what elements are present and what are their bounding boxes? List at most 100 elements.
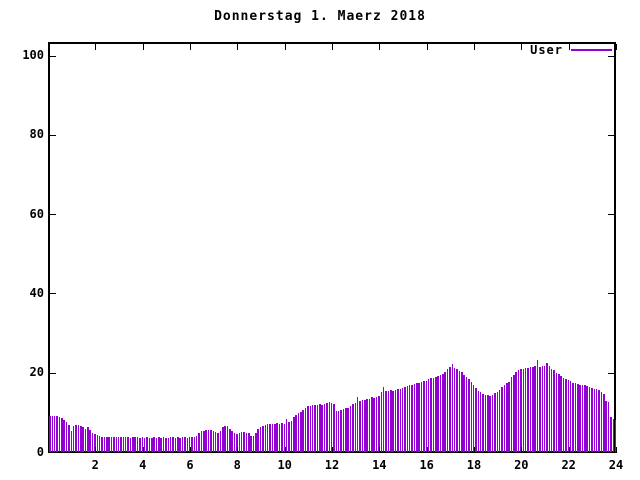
y-tick-label: 60 bbox=[29, 206, 44, 221]
impulse-bar bbox=[364, 400, 366, 452]
impulse-bar bbox=[588, 387, 591, 452]
impulse-bar bbox=[425, 381, 427, 452]
impulse-bar bbox=[359, 400, 361, 452]
impulse-bar bbox=[205, 429, 207, 452]
impulse-bar bbox=[574, 383, 577, 452]
impulse-bar bbox=[158, 437, 160, 452]
impulse-bar bbox=[82, 427, 84, 452]
impulse-bar bbox=[603, 394, 605, 452]
impulse-bar bbox=[408, 385, 411, 452]
impulse-bar bbox=[304, 407, 307, 452]
impulse-bar bbox=[297, 412, 300, 452]
axis-tick bbox=[237, 447, 238, 453]
impulse-bar bbox=[198, 433, 200, 452]
impulse-bar bbox=[453, 367, 456, 452]
impulse-bar bbox=[413, 383, 416, 452]
impulse-bar bbox=[354, 403, 356, 452]
impulse-bar bbox=[560, 375, 562, 452]
impulse-bar bbox=[449, 367, 451, 452]
impulse-bar bbox=[139, 437, 141, 452]
impulse-bar bbox=[266, 424, 269, 452]
legend-line-sample-icon bbox=[571, 49, 612, 51]
impulse-bar bbox=[515, 371, 517, 452]
impulse-bar bbox=[285, 418, 288, 452]
impulse-bar bbox=[394, 389, 397, 452]
impulse-bar bbox=[58, 416, 61, 452]
impulse-bar bbox=[418, 382, 420, 452]
axis-tick bbox=[427, 447, 428, 453]
impulse-bar bbox=[132, 436, 134, 452]
impulse-bar bbox=[494, 393, 496, 452]
axis-tick bbox=[143, 44, 144, 50]
impulse-bar bbox=[314, 404, 316, 452]
impulse-bar bbox=[122, 437, 125, 452]
impulse-bar bbox=[51, 415, 53, 452]
impulse-bar bbox=[165, 437, 167, 452]
impulse-bar bbox=[524, 367, 527, 452]
impulse-bar bbox=[501, 387, 503, 452]
impulse-bar bbox=[226, 425, 229, 452]
axis-tick bbox=[608, 135, 614, 136]
impulse-bar bbox=[349, 406, 352, 452]
axis-tick bbox=[95, 447, 96, 453]
axis-tick bbox=[569, 44, 570, 50]
impulse-bar bbox=[181, 437, 184, 452]
impulse-bar bbox=[162, 437, 165, 452]
impulse-bar bbox=[53, 415, 56, 452]
impulse-bar bbox=[487, 394, 489, 452]
impulse-bar bbox=[614, 419, 617, 452]
impulse-bar bbox=[432, 377, 435, 452]
impulse-bar bbox=[401, 387, 404, 452]
impulse-bar bbox=[584, 385, 586, 452]
impulse-bar bbox=[94, 433, 96, 452]
impulse-bar bbox=[612, 418, 614, 452]
impulse-bar bbox=[124, 436, 127, 452]
impulse-bar bbox=[136, 437, 139, 452]
impulse-bar bbox=[503, 385, 506, 452]
impulse-bar bbox=[195, 436, 198, 452]
impulse-bar bbox=[387, 390, 390, 452]
impulse-bar bbox=[591, 387, 593, 452]
impulse-bar bbox=[274, 423, 276, 452]
impulse-bar bbox=[399, 389, 401, 452]
axis-tick bbox=[50, 373, 56, 374]
axis-tick bbox=[50, 56, 56, 57]
impulse-bar bbox=[224, 426, 226, 452]
impulse-bar bbox=[586, 385, 588, 452]
impulse-bar bbox=[243, 431, 245, 452]
x-tick-label: 16 bbox=[419, 458, 434, 472]
impulse-bar bbox=[496, 391, 498, 452]
x-tick-label: 4 bbox=[139, 458, 147, 472]
impulse-bar bbox=[513, 374, 515, 452]
impulse-bar bbox=[106, 436, 108, 452]
axis-tick bbox=[521, 447, 522, 453]
impulse-bar bbox=[411, 384, 413, 452]
axis-tick bbox=[569, 447, 570, 453]
chart-title: Donnerstag 1. Maerz 2018 bbox=[214, 9, 426, 24]
impulse-bar bbox=[598, 390, 600, 452]
impulse-bar bbox=[506, 383, 508, 452]
impulse-bar bbox=[110, 436, 113, 452]
impulse-bar bbox=[141, 437, 143, 452]
axis-tick bbox=[379, 447, 380, 453]
impulse-bar bbox=[283, 423, 285, 452]
impulse-bar bbox=[444, 371, 446, 452]
impulse-bar bbox=[160, 437, 162, 452]
impulse-bar bbox=[278, 423, 281, 452]
impulse-bar bbox=[484, 394, 487, 452]
impulse-bar bbox=[356, 396, 359, 452]
impulse-bar bbox=[127, 437, 129, 452]
axis-tick bbox=[427, 44, 428, 50]
impulse-bar bbox=[231, 431, 233, 452]
impulse-bar bbox=[233, 433, 236, 452]
axis-tick bbox=[190, 44, 191, 50]
axis-tick bbox=[95, 44, 96, 50]
impulse-bar bbox=[479, 391, 482, 452]
impulse-bar bbox=[439, 375, 442, 452]
impulse-bar bbox=[385, 390, 387, 452]
impulse-bar bbox=[295, 414, 297, 452]
impulse-bar bbox=[461, 371, 463, 452]
impulse-bar bbox=[468, 379, 470, 452]
impulse-bar bbox=[80, 425, 82, 452]
